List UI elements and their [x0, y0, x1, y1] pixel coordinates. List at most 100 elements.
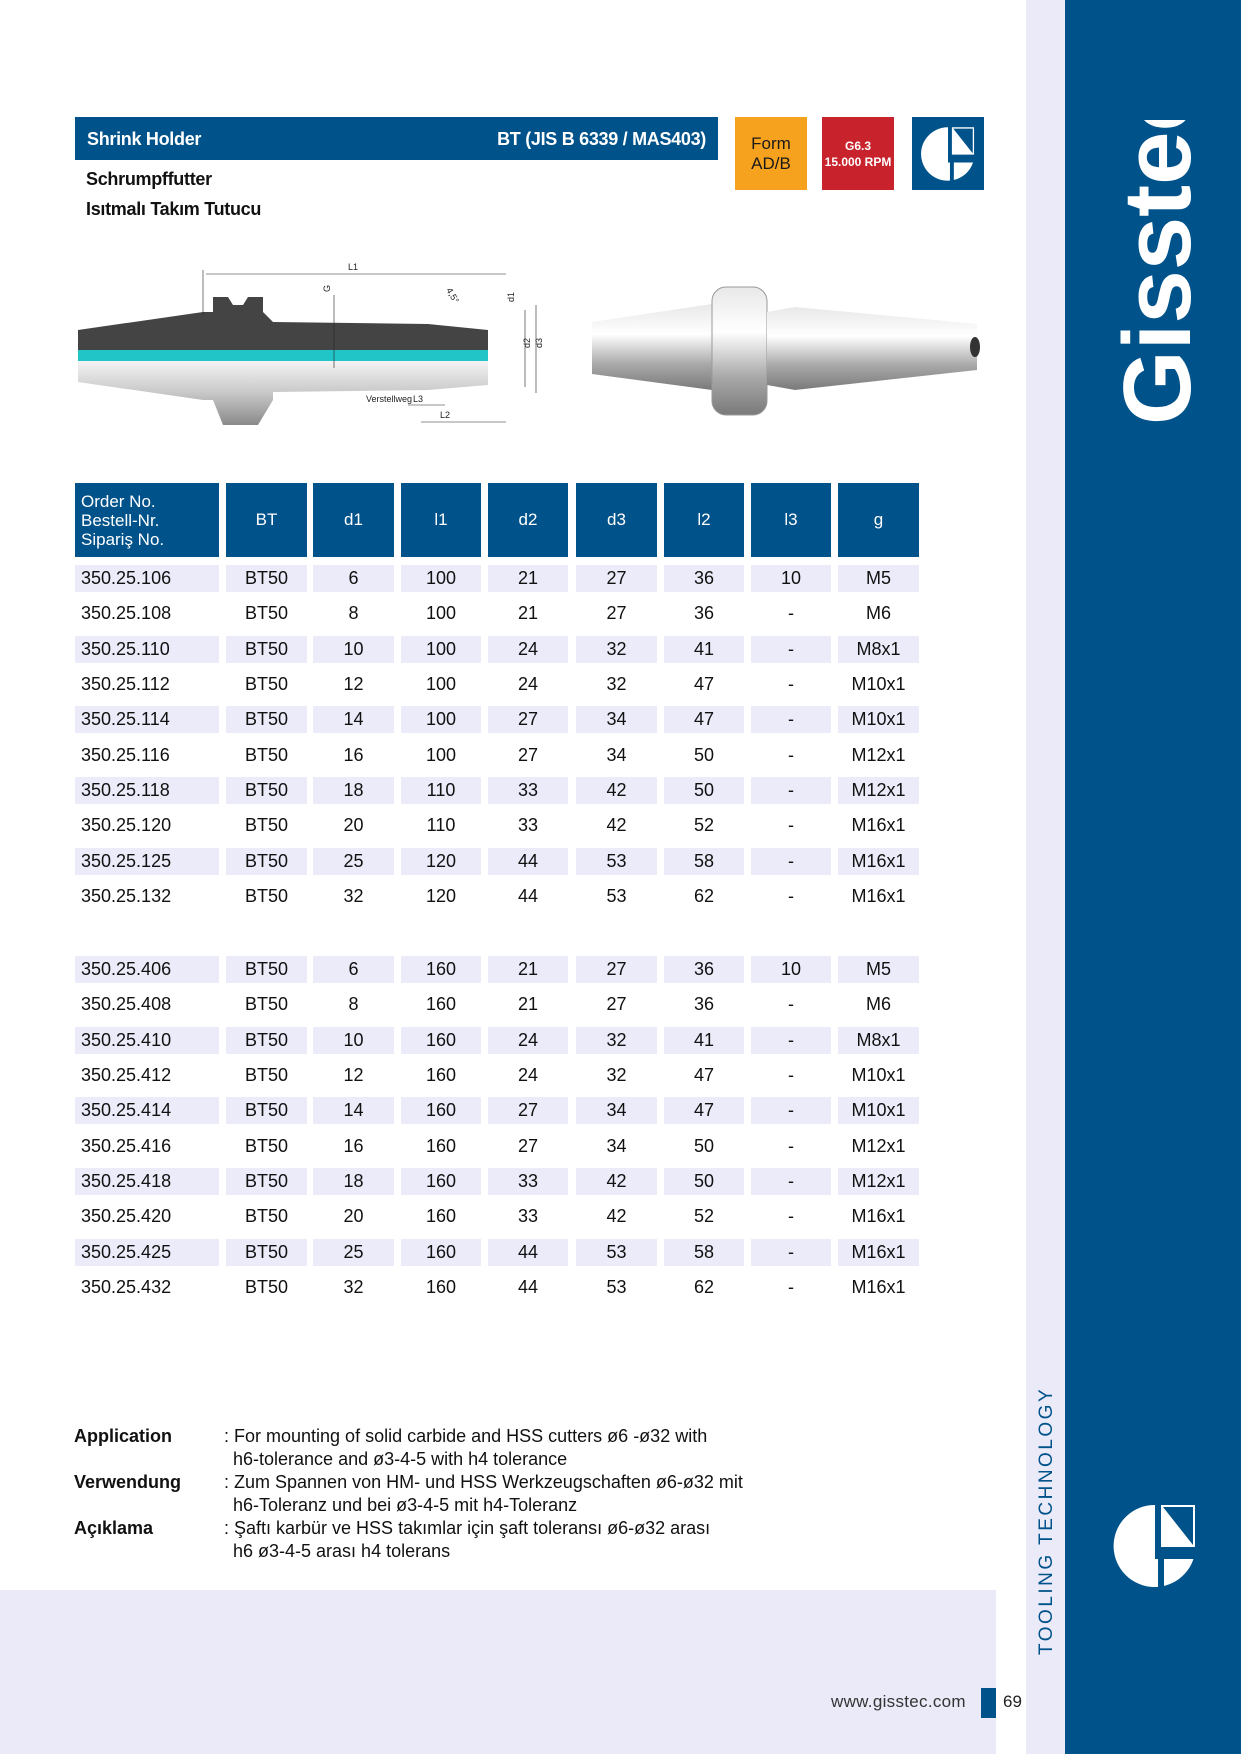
cell-d1: 10 [313, 1026, 394, 1054]
cell-order-no: 350.25.406 [75, 956, 219, 983]
cell-bt: BT50 [226, 1026, 307, 1054]
cell-d3: 34 [606, 744, 627, 765]
cell-bt: BT50 [226, 956, 307, 983]
cell-d2: 33 [517, 1206, 539, 1227]
cell-l2: 47 [693, 1065, 715, 1086]
gisstec-logo-icon [921, 126, 975, 181]
dim-l3: L3 [413, 394, 423, 404]
cell-l2: 52 [693, 1206, 715, 1227]
page-marker [981, 1688, 996, 1718]
cell-d1: 16 [343, 744, 364, 765]
application-text-en: : For mounting of solid carbide and HSS … [224, 1425, 707, 1471]
cell-order-no: 350.25.425 [75, 1238, 219, 1266]
cell-order-no: 350.25.108 [81, 603, 172, 624]
column-header-d3: d3 [576, 483, 657, 557]
cell-l2: 50 [693, 744, 715, 765]
dim-adjust: Verstellweg [366, 394, 412, 404]
cell-g: M10x1 [838, 1097, 919, 1125]
cell-bt: BT50 [244, 674, 289, 695]
cell-d1: 25 [313, 847, 394, 875]
cell-g: M6 [865, 994, 891, 1015]
application-de-line2: h6-Toleranz und bei ø3-4-5 mit h4-Tolera… [233, 1495, 578, 1515]
cell-d3: 27 [576, 565, 657, 592]
application-en-line2: h6-tolerance and ø3-4-5 with h4 toleranc… [233, 1449, 568, 1469]
cell-d3: 34 [576, 706, 657, 734]
cell-d1: 32 [343, 886, 364, 907]
technical-drawing: L1 G 4,5° d1 d2 d3 Verstellweg L3 L2 [78, 262, 544, 425]
cell-order-no: 350.25.414 [75, 1097, 219, 1125]
balance-grade: G6.3 [844, 138, 871, 153]
cell-l2: 47 [664, 1097, 744, 1125]
cell-order-no: 350.25.410 [75, 1026, 219, 1054]
cell-d2: 44 [517, 1277, 539, 1298]
tooling-technology-label: TOOLING TECHNOLOGY [1036, 1387, 1057, 1655]
cell-bt: BT50 [226, 565, 307, 592]
cell-g: M16x1 [851, 1206, 906, 1227]
column-header-l2: l2 [664, 483, 744, 557]
form-badge-line1: Form [751, 133, 791, 153]
cell-bt: BT50 [244, 994, 289, 1015]
dim-d3: d3 [534, 338, 544, 348]
cell-d3: 34 [606, 1135, 627, 1156]
side-strip [1026, 0, 1065, 1754]
dim-d2: d2 [522, 338, 532, 348]
cell-l1: 110 [401, 777, 481, 805]
cell-l3: - [788, 815, 794, 836]
cell-g: M10x1 [838, 706, 919, 734]
cell-d1: 25 [313, 1238, 394, 1266]
cell-l3: - [788, 1135, 794, 1156]
cell-g: M8x1 [838, 1026, 919, 1054]
cell-order-no: 350.25.106 [75, 565, 219, 592]
cell-l2: 36 [693, 603, 715, 624]
cell-l3: - [751, 635, 831, 663]
cell-d1: 12 [343, 674, 364, 695]
cell-g: M16x1 [851, 886, 906, 907]
cell-l3: - [751, 1097, 831, 1125]
cell-g: M16x1 [851, 815, 906, 836]
cell-d2: 44 [488, 847, 568, 875]
cell-d3: 42 [606, 1206, 627, 1227]
cell-order-no: 350.25.110 [75, 635, 219, 663]
cell-l2: 52 [693, 815, 715, 836]
cell-d3: 32 [606, 1065, 627, 1086]
dim-d1: d1 [506, 292, 516, 302]
page-title: Shrink Holder [87, 129, 202, 149]
application-en-line1: : For mounting of solid carbide and HSS … [224, 1426, 708, 1446]
cell-d3: 53 [576, 1238, 657, 1266]
cell-order-no: 350.25.418 [75, 1168, 219, 1196]
cell-l1: 160 [401, 1097, 481, 1125]
website-link[interactable]: www.gisstec.com [831, 1692, 966, 1711]
cell-l1: 120 [425, 886, 457, 907]
cell-l1: 100 [425, 674, 457, 695]
title-bar: Shrink Holder BT (JIS B 6339 / MAS403) [75, 117, 718, 160]
cell-l1: 160 [425, 1135, 457, 1156]
application-tr-line2: h6 ø3-4-5 arası h4 tolerans [233, 1541, 451, 1561]
cell-l1: 160 [425, 1277, 457, 1298]
form-badge: Form AD/B [735, 117, 807, 190]
cell-d1: 18 [313, 1168, 394, 1196]
cell-l2: 62 [693, 1277, 715, 1298]
cell-order-no: 350.25.112 [81, 674, 170, 695]
cell-g: M5 [838, 565, 919, 592]
header-order-en: Order No. [81, 491, 156, 511]
tagline-text: TOOLING TECHNOLOGY [1036, 1387, 1057, 1655]
cell-bt: BT50 [244, 744, 289, 765]
dim-g: G [322, 285, 332, 292]
column-header-bt: BT [226, 483, 307, 557]
header-order-tr: Sipariş No. [81, 529, 165, 549]
brand-name: Gisstec [1104, 120, 1210, 425]
cell-l3: - [788, 994, 794, 1015]
cell-l3: - [788, 1277, 794, 1298]
cell-d2: 21 [488, 956, 568, 983]
cell-bt: BT50 [226, 847, 307, 875]
cell-l2: 41 [664, 635, 744, 663]
cell-g: M12x1 [851, 1135, 906, 1156]
cell-order-no: 350.25.408 [81, 994, 172, 1015]
cell-bt: BT50 [226, 1238, 307, 1266]
standard-label: BT (JIS B 6339 / MAS403) [497, 129, 706, 149]
column-header-l3: l3 [751, 483, 831, 557]
cell-l3: - [788, 1206, 794, 1227]
cell-bt: BT50 [244, 1206, 289, 1227]
cell-g: M12x1 [838, 777, 919, 805]
subtitle-german: Schrumpffutter [86, 169, 212, 189]
